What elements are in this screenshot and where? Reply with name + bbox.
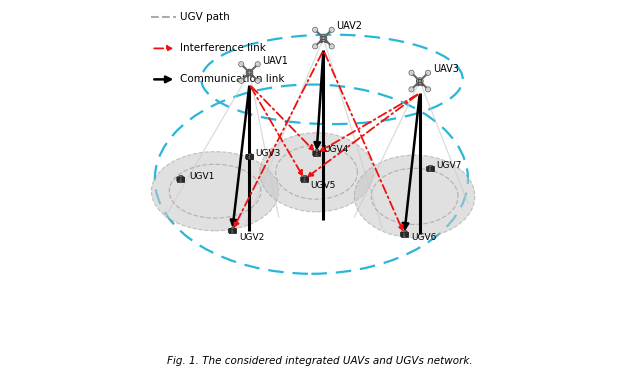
Circle shape (401, 234, 403, 237)
Circle shape (312, 44, 317, 49)
Text: UGV3: UGV3 (255, 149, 281, 158)
Circle shape (329, 27, 334, 32)
Text: UGV5: UGV5 (310, 181, 336, 190)
Circle shape (318, 151, 321, 153)
Circle shape (251, 156, 253, 159)
Circle shape (426, 169, 429, 171)
Circle shape (182, 179, 184, 182)
Text: UAV3: UAV3 (433, 64, 459, 74)
Bar (427, 166, 433, 171)
Circle shape (246, 69, 253, 76)
Circle shape (248, 71, 252, 74)
Text: UAV1: UAV1 (262, 56, 289, 66)
Circle shape (312, 151, 316, 153)
Circle shape (251, 154, 253, 157)
Circle shape (246, 156, 248, 159)
Circle shape (255, 62, 260, 67)
Circle shape (406, 234, 408, 237)
Text: Fig. 1. The considered integrated UAVs and UGVs network.: Fig. 1. The considered integrated UAVs a… (167, 356, 473, 366)
Bar (403, 230, 406, 233)
Bar (248, 153, 251, 155)
Ellipse shape (355, 155, 475, 238)
Circle shape (418, 79, 422, 83)
Text: UGV4: UGV4 (323, 145, 348, 155)
Circle shape (239, 62, 244, 67)
Bar (315, 149, 318, 152)
Bar (428, 165, 432, 167)
Text: UGV path: UGV path (180, 13, 230, 22)
Bar (303, 175, 307, 177)
Bar (230, 227, 234, 229)
Bar (401, 232, 408, 237)
Circle shape (409, 70, 414, 75)
Text: Communication link: Communication link (180, 74, 285, 84)
Circle shape (320, 35, 326, 41)
Circle shape (312, 153, 316, 156)
Circle shape (322, 36, 325, 40)
Bar (301, 177, 308, 181)
Circle shape (234, 230, 236, 233)
Text: UAV2: UAV2 (337, 21, 362, 31)
Circle shape (239, 78, 244, 83)
Circle shape (228, 230, 231, 233)
Circle shape (177, 177, 179, 180)
Text: Interference link: Interference link (180, 43, 266, 53)
Ellipse shape (260, 133, 373, 212)
Circle shape (431, 166, 434, 169)
Bar (179, 175, 182, 177)
Circle shape (234, 228, 236, 231)
Circle shape (318, 153, 321, 156)
Circle shape (426, 166, 429, 169)
Circle shape (177, 179, 179, 182)
Circle shape (409, 87, 414, 92)
Text: UGV1: UGV1 (189, 172, 214, 181)
Text: UGV7: UGV7 (436, 161, 461, 170)
Circle shape (246, 154, 248, 157)
Circle shape (301, 177, 303, 180)
Bar (313, 151, 320, 156)
Circle shape (301, 179, 303, 182)
Circle shape (312, 27, 317, 32)
Text: UGV2: UGV2 (239, 233, 264, 242)
Text: UGV6: UGV6 (411, 233, 436, 242)
Circle shape (228, 228, 231, 231)
Circle shape (329, 44, 334, 49)
Bar (177, 177, 184, 181)
Circle shape (306, 179, 308, 182)
Circle shape (401, 232, 403, 234)
Circle shape (255, 78, 260, 83)
Circle shape (426, 70, 431, 75)
Circle shape (417, 78, 423, 84)
Ellipse shape (152, 152, 278, 231)
Circle shape (426, 87, 431, 92)
Circle shape (406, 232, 408, 234)
Circle shape (182, 177, 184, 180)
Bar (229, 229, 236, 233)
Circle shape (431, 169, 434, 171)
Bar (246, 155, 253, 159)
Circle shape (306, 177, 308, 180)
